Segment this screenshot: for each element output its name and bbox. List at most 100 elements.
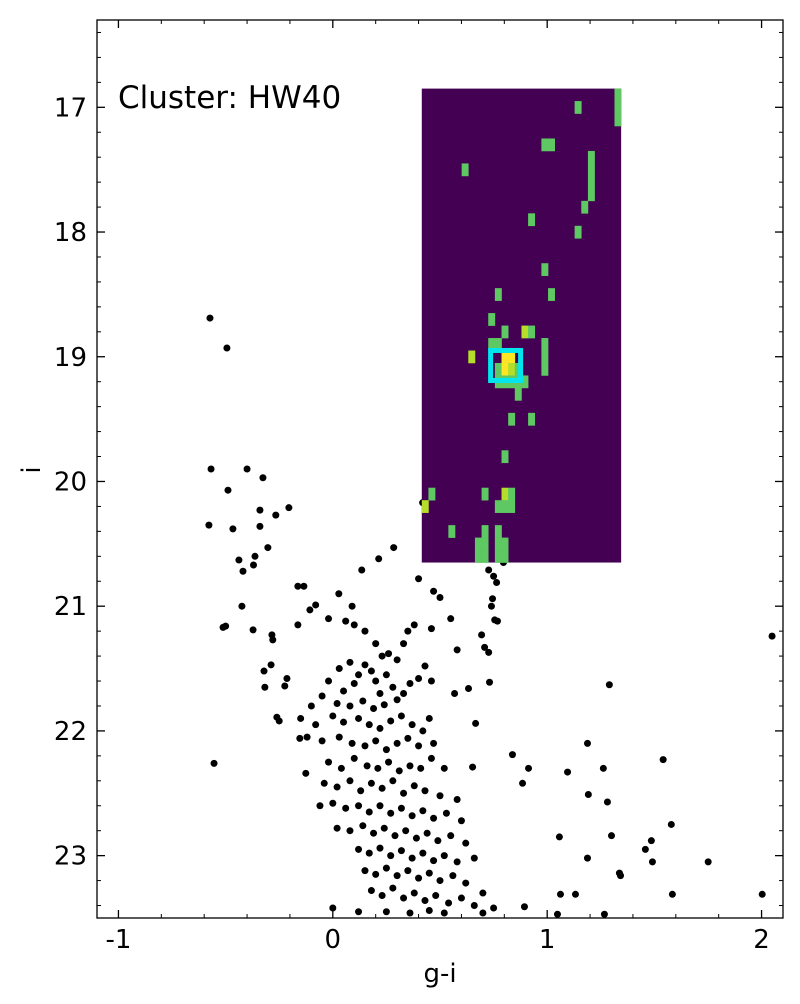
data-point bbox=[487, 602, 495, 610]
data-point bbox=[370, 829, 378, 837]
data-point bbox=[340, 718, 348, 726]
data-point bbox=[453, 796, 461, 804]
heatmap-cell bbox=[494, 362, 502, 376]
data-point bbox=[617, 872, 625, 880]
data-point bbox=[425, 714, 433, 722]
data-point bbox=[704, 858, 712, 866]
data-point bbox=[397, 712, 405, 720]
data-point bbox=[365, 849, 373, 857]
data-point bbox=[668, 890, 676, 898]
heatmap-cell bbox=[481, 525, 489, 538]
heatmap-cell bbox=[587, 150, 595, 164]
annotation: Cluster: HW40 bbox=[118, 80, 341, 116]
heatmap-cell bbox=[528, 213, 536, 227]
data-point bbox=[406, 909, 414, 917]
data-point bbox=[346, 827, 354, 835]
data-point bbox=[235, 556, 243, 564]
heatmap-cell bbox=[501, 325, 509, 339]
data-point bbox=[346, 777, 354, 785]
heatmap-cell bbox=[468, 350, 476, 364]
heatmap-cell bbox=[501, 487, 509, 501]
heatmap-cell bbox=[428, 487, 436, 501]
data-point bbox=[350, 621, 358, 629]
data-point bbox=[337, 764, 345, 772]
data-point bbox=[525, 764, 533, 772]
heatmap-cell bbox=[448, 525, 456, 538]
data-point bbox=[440, 909, 448, 917]
heatmap-cell bbox=[508, 487, 516, 501]
heatmap-cell bbox=[474, 537, 482, 551]
data-point bbox=[393, 872, 401, 880]
data-point bbox=[436, 792, 444, 800]
data-point bbox=[367, 667, 375, 675]
data-point bbox=[357, 787, 365, 795]
data-point bbox=[421, 662, 429, 670]
y-tick-label: 18 bbox=[54, 218, 87, 248]
data-point bbox=[380, 701, 388, 709]
heatmap-cell bbox=[494, 550, 502, 563]
data-point bbox=[312, 601, 320, 609]
data-point bbox=[453, 858, 461, 866]
data-point bbox=[490, 904, 498, 912]
data-point bbox=[372, 640, 380, 648]
data-point bbox=[393, 739, 401, 747]
data-point bbox=[404, 734, 412, 742]
heatmap-cell bbox=[541, 338, 549, 351]
data-point bbox=[325, 758, 333, 766]
data-point bbox=[206, 314, 214, 322]
data-point bbox=[239, 567, 247, 575]
data-point bbox=[382, 746, 390, 754]
data-point bbox=[425, 869, 433, 877]
data-point bbox=[312, 721, 320, 729]
heatmap-cell bbox=[574, 225, 582, 239]
data-point bbox=[603, 798, 611, 806]
data-point bbox=[296, 734, 304, 742]
data-point bbox=[440, 764, 448, 772]
data-point bbox=[387, 809, 395, 817]
data-point bbox=[370, 704, 378, 712]
data-point bbox=[553, 910, 561, 918]
heatmap-cell bbox=[541, 350, 549, 364]
heatmap-cell bbox=[614, 101, 622, 114]
data-point bbox=[406, 680, 414, 688]
data-point bbox=[667, 820, 675, 828]
x-tick-label: 0 bbox=[325, 925, 342, 955]
data-point bbox=[419, 807, 427, 815]
data-point bbox=[419, 727, 427, 735]
heatmap-cell bbox=[494, 537, 502, 551]
data-point bbox=[417, 764, 425, 772]
data-point bbox=[348, 739, 356, 747]
data-point bbox=[335, 665, 343, 673]
data-point bbox=[768, 632, 776, 640]
data-point bbox=[564, 768, 572, 776]
data-point bbox=[462, 879, 470, 887]
data-point bbox=[267, 661, 275, 669]
data-point bbox=[508, 751, 516, 759]
heatmap-cell bbox=[514, 387, 522, 401]
data-point bbox=[486, 678, 494, 686]
y-tick-label: 22 bbox=[54, 717, 87, 747]
data-point bbox=[659, 756, 667, 764]
data-point bbox=[378, 784, 386, 792]
data-point bbox=[430, 739, 438, 747]
data-point bbox=[389, 777, 397, 785]
data-point bbox=[400, 640, 408, 648]
data-point bbox=[378, 892, 386, 900]
data-point bbox=[445, 899, 453, 907]
data-point bbox=[329, 712, 337, 720]
data-point bbox=[449, 872, 457, 880]
data-point bbox=[251, 552, 259, 560]
heatmap-cell bbox=[481, 537, 489, 551]
data-point bbox=[478, 631, 486, 639]
heatmap-cell bbox=[614, 88, 622, 102]
data-point bbox=[378, 652, 386, 660]
data-point bbox=[465, 685, 473, 693]
heatmap-cell bbox=[494, 525, 502, 538]
data-point bbox=[350, 754, 358, 762]
data-point bbox=[285, 504, 293, 512]
data-point bbox=[387, 717, 395, 725]
data-point bbox=[489, 595, 497, 603]
data-point bbox=[385, 758, 393, 766]
data-point bbox=[222, 622, 230, 630]
heatmap-cell bbox=[421, 500, 429, 513]
